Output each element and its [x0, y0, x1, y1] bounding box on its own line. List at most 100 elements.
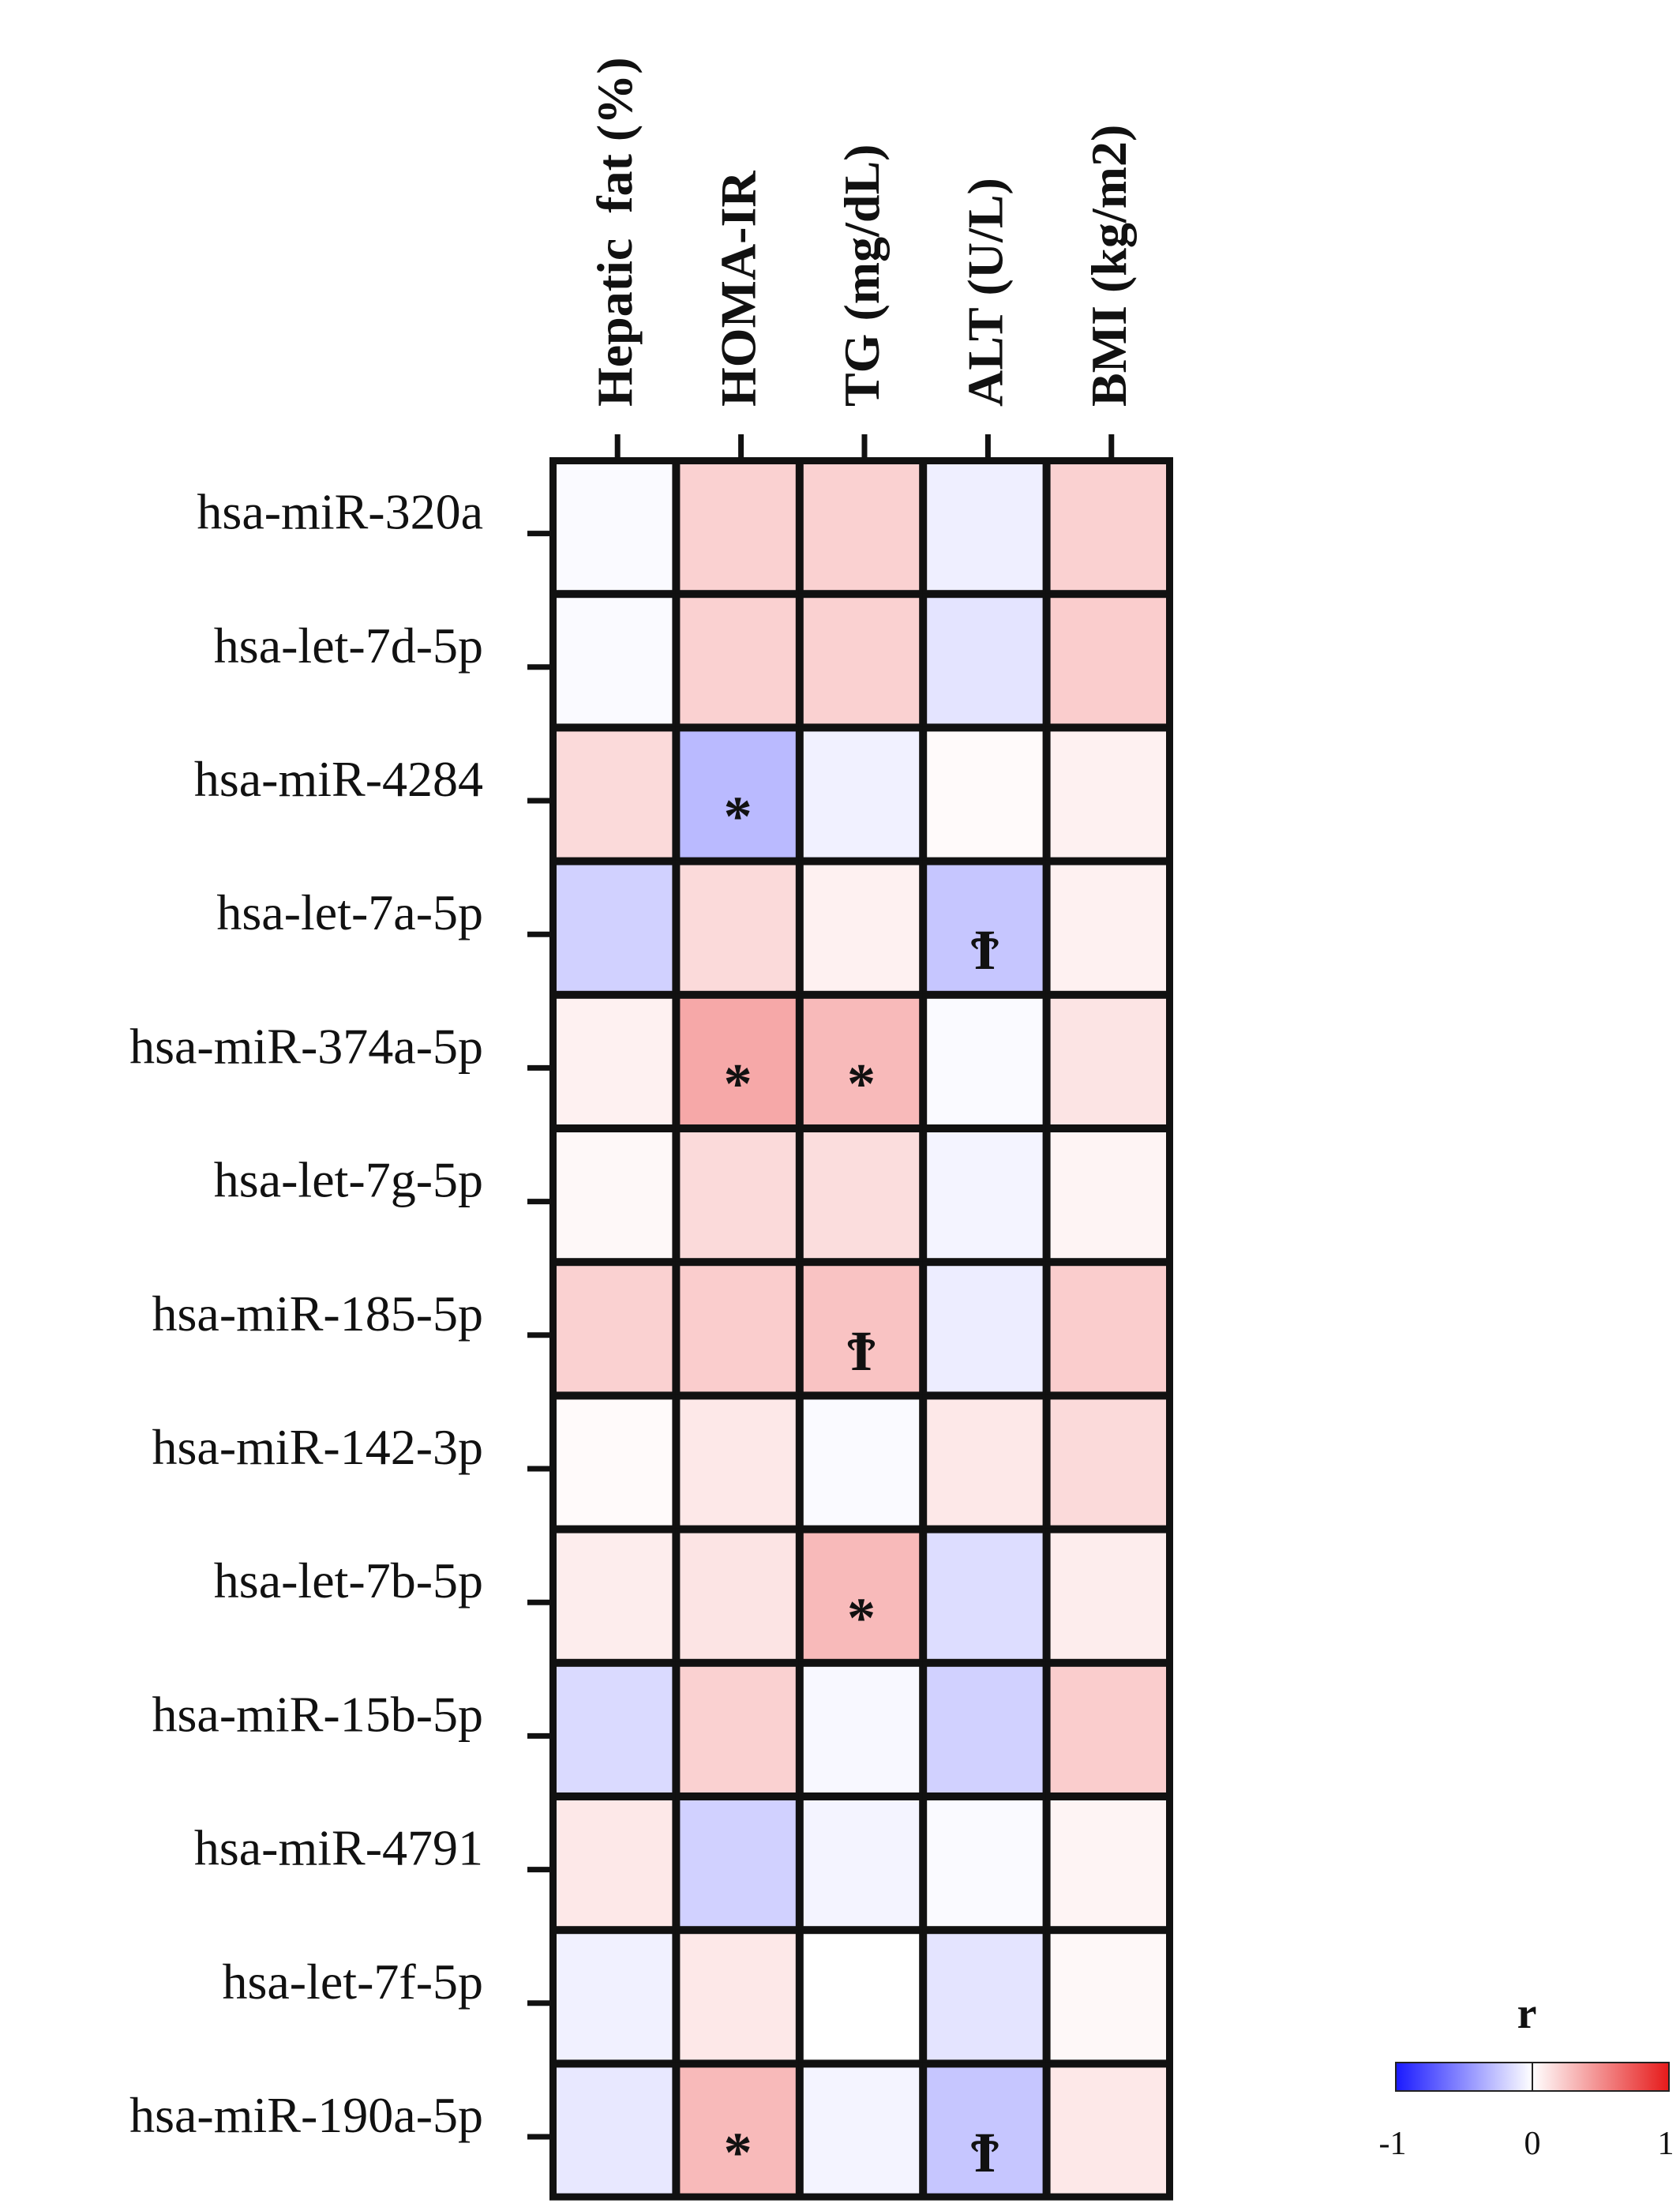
heatmap-cell	[675, 993, 801, 1130]
row-label-hsa-mir-320a: hsa-miR-320a	[197, 484, 483, 540]
row-label-hsa-let-7b-5p: hsa-let-7b-5p	[214, 1552, 483, 1609]
heatmap-cell	[922, 1661, 1048, 1798]
row-label-hsa-let-7d-5p: hsa-let-7d-5p	[214, 618, 483, 674]
row-label-hsa-mir-185-5p: hsa-miR-185-5p	[152, 1286, 484, 1342]
significance-mark: Ϯ	[969, 2121, 1000, 2184]
heatmap-cell	[552, 860, 677, 996]
heatmap-cell	[922, 860, 1048, 996]
heatmap-cell	[675, 1929, 801, 2065]
heatmap-cell	[798, 1929, 924, 2065]
heatmap-cell	[798, 1528, 924, 1664]
row-label-hsa-let-7a-5p: hsa-let-7a-5p	[216, 884, 483, 940]
color-scale-tick-high: 1	[1658, 2126, 1674, 2162]
heatmap-cell	[552, 1395, 677, 1530]
significance-mark: *	[724, 2121, 752, 2184]
significance-mark: *	[724, 785, 752, 848]
heatmap-cell	[1045, 1929, 1171, 2065]
heatmap-cell	[552, 460, 677, 595]
heatmap-cell	[798, 593, 924, 729]
heatmap-cell	[798, 860, 924, 996]
heatmap-cell	[798, 993, 924, 1130]
heatmap-cell	[552, 1796, 677, 1931]
column-labels: Hepatic fat (%) HOMA-IR TG (mg/dL) ALT (U/L…	[587, 57, 1137, 407]
row-label-hsa-mir-374a-5p: hsa-miR-374a-5p	[129, 1018, 483, 1074]
heatmap-cell	[1045, 860, 1171, 996]
heatmap-cell	[675, 1395, 801, 1530]
heatmap-cell	[922, 1796, 1048, 1931]
heatmap-cell	[798, 1661, 924, 1798]
heatmap-cell	[675, 1528, 801, 1664]
heatmap-cell	[798, 460, 924, 595]
heatmap-cell	[1045, 593, 1171, 729]
heatmap-cell	[675, 1261, 801, 1397]
heatmap-cell	[798, 1395, 924, 1530]
column-label-alt-u-l: ALT (U/L)	[957, 178, 1013, 407]
heatmap-cell	[798, 2063, 924, 2198]
row-label-hsa-let-7f-5p: hsa-let-7f-5p	[222, 1954, 483, 2010]
heatmap-cell	[1045, 1395, 1171, 1530]
heatmap-cell	[675, 726, 801, 862]
column-label-tg-mg-dl: TG (mg/dL)	[834, 145, 890, 407]
significance-mark: *	[724, 1052, 752, 1115]
color-scale-title: r	[1517, 1989, 1537, 2038]
heatmap-cell	[1045, 1661, 1171, 1798]
heatmap-cell	[798, 1261, 924, 1397]
column-label-homa-ir: HOMA-IR	[711, 171, 767, 407]
heatmap-cell	[798, 1128, 924, 1263]
column-label-hepatic-fat: Hepatic fat (%)	[587, 57, 643, 407]
significance-mark: Ϯ	[846, 1319, 877, 1383]
heatmap-cell	[552, 1929, 677, 2065]
heatmap-cell	[675, 1661, 801, 1798]
heatmap-cell	[552, 593, 677, 729]
heatmap-cell	[675, 860, 801, 996]
heatmap-cell	[1045, 1796, 1171, 1931]
axis-ticks	[527, 434, 1115, 2140]
heatmap-cell	[1045, 726, 1171, 862]
heatmap-cell	[798, 1796, 924, 1931]
significance-mark: *	[847, 1052, 876, 1115]
heatmap-cell	[1045, 460, 1171, 595]
heatmap-cell	[922, 1261, 1048, 1397]
heatmap-cell	[922, 593, 1048, 729]
heatmap-cell	[1045, 1128, 1171, 1263]
heatmap-cell	[675, 1796, 801, 1931]
significance-mark: Ϯ	[969, 918, 1000, 982]
heatmap-cell	[922, 1929, 1048, 2065]
heatmap-cell	[552, 1261, 677, 1397]
heatmap-cell	[798, 726, 924, 862]
heatmap-cell	[922, 1128, 1048, 1263]
row-labels: hsa-miR-320a hsa-let-7d-5p hsa-miR-4284 hsa…	[129, 484, 483, 2143]
row-label-hsa-let-7g-5p: hsa-let-7g-5p	[214, 1152, 483, 1208]
significance-mark: *	[847, 1586, 876, 1650]
heatmap-cell	[675, 593, 801, 729]
color-scale-legend: r -1 0 1	[1379, 1989, 1674, 2162]
heatmap-cells: * Ϯ * * Ϯ * * Ϯ	[549, 457, 1173, 2201]
row-label-hsa-mir-142-3p: hsa-miR-142-3p	[152, 1419, 484, 1475]
heatmap-cell	[922, 1395, 1048, 1530]
color-scale-tick-zero: 0	[1524, 2126, 1541, 2162]
heatmap-cell	[922, 1528, 1048, 1664]
heatmap-cell	[552, 726, 677, 862]
heatmap-cell	[552, 1661, 677, 1798]
row-label-hsa-mir-4791: hsa-miR-4791	[194, 1820, 483, 1876]
heatmap-cell	[675, 1128, 801, 1263]
heatmap-cell	[552, 993, 677, 1130]
heatmap-cell	[552, 1528, 677, 1664]
column-label-bmi-kg-m2: BMI (kg/m2)	[1081, 125, 1137, 407]
heatmap-cell	[922, 2063, 1048, 2198]
heatmap-cell	[675, 460, 801, 595]
heatmap-border	[549, 457, 1173, 2201]
heatmap-cell	[675, 2063, 801, 2198]
row-label-hsa-mir-190a-5p: hsa-miR-190a-5p	[129, 2087, 483, 2143]
row-label-hsa-mir-4284: hsa-miR-4284	[194, 751, 483, 807]
heatmap-cell	[1045, 1528, 1171, 1664]
heatmap-cell	[922, 993, 1048, 1130]
heatmap-cell	[1045, 993, 1171, 1130]
heatmap-cell	[1045, 1261, 1171, 1397]
heatmap-cell	[922, 726, 1048, 862]
heatmap-cell	[922, 460, 1048, 595]
heatmap-cell	[552, 1128, 677, 1263]
heatmap-cell	[552, 2063, 677, 2198]
heatmap-cell	[1045, 2063, 1171, 2198]
